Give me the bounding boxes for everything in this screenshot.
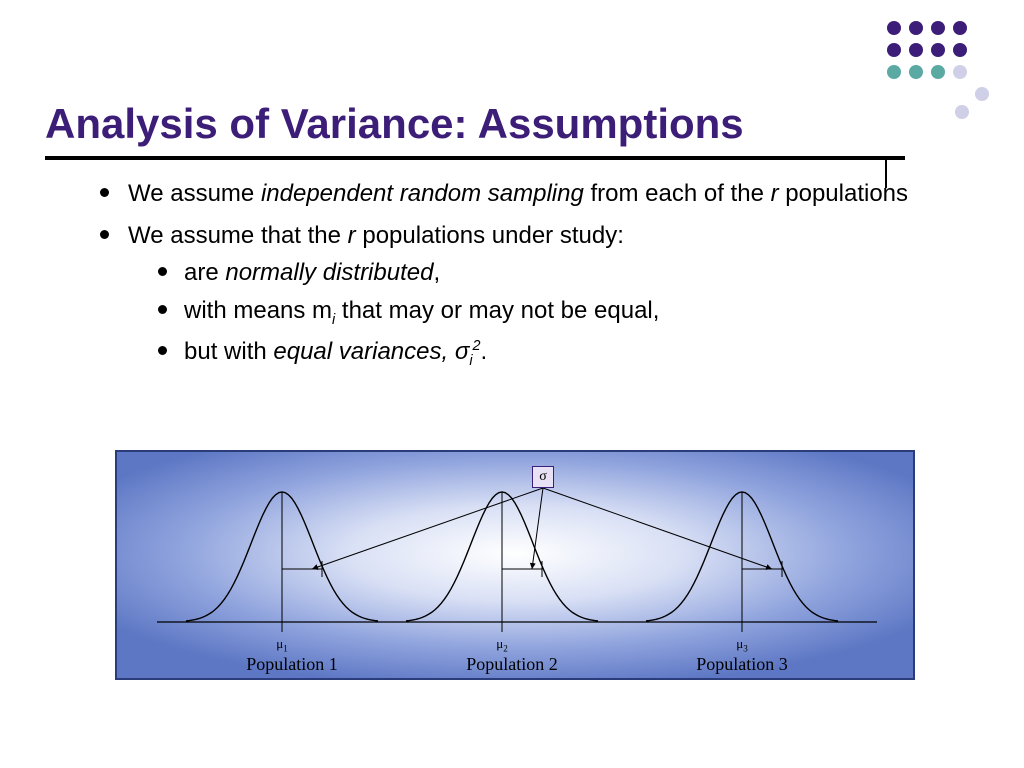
title-underline (45, 156, 905, 160)
subbullet-2: with means mi that may or may not be equ… (158, 295, 930, 330)
sigma-box: σ (532, 466, 554, 488)
subbullet-1: are normally distributed, (158, 257, 930, 289)
figure-svg (117, 452, 917, 682)
mu-label: μ3 (736, 636, 748, 654)
population-label: Population 1 (246, 654, 338, 675)
mu-label: μ1 (276, 636, 288, 654)
bullet-1: We assume independent random sampling fr… (100, 178, 930, 210)
bullet-2: We assume that the r populations under s… (100, 220, 930, 371)
mu-label: μ2 (496, 636, 508, 654)
page-title: Analysis of Variance: Assumptions (45, 100, 744, 148)
bullet-list: We assume independent random sampling fr… (100, 178, 930, 382)
population-label: Population 2 (466, 654, 558, 675)
subbullet-3: but with equal variances, σi2. (158, 336, 930, 371)
population-label: Population 3 (696, 654, 788, 675)
populations-figure: σ μ1 μ2 μ3 Population 1 Population 2 Populat… (115, 450, 915, 680)
corner-decor (884, 18, 994, 128)
